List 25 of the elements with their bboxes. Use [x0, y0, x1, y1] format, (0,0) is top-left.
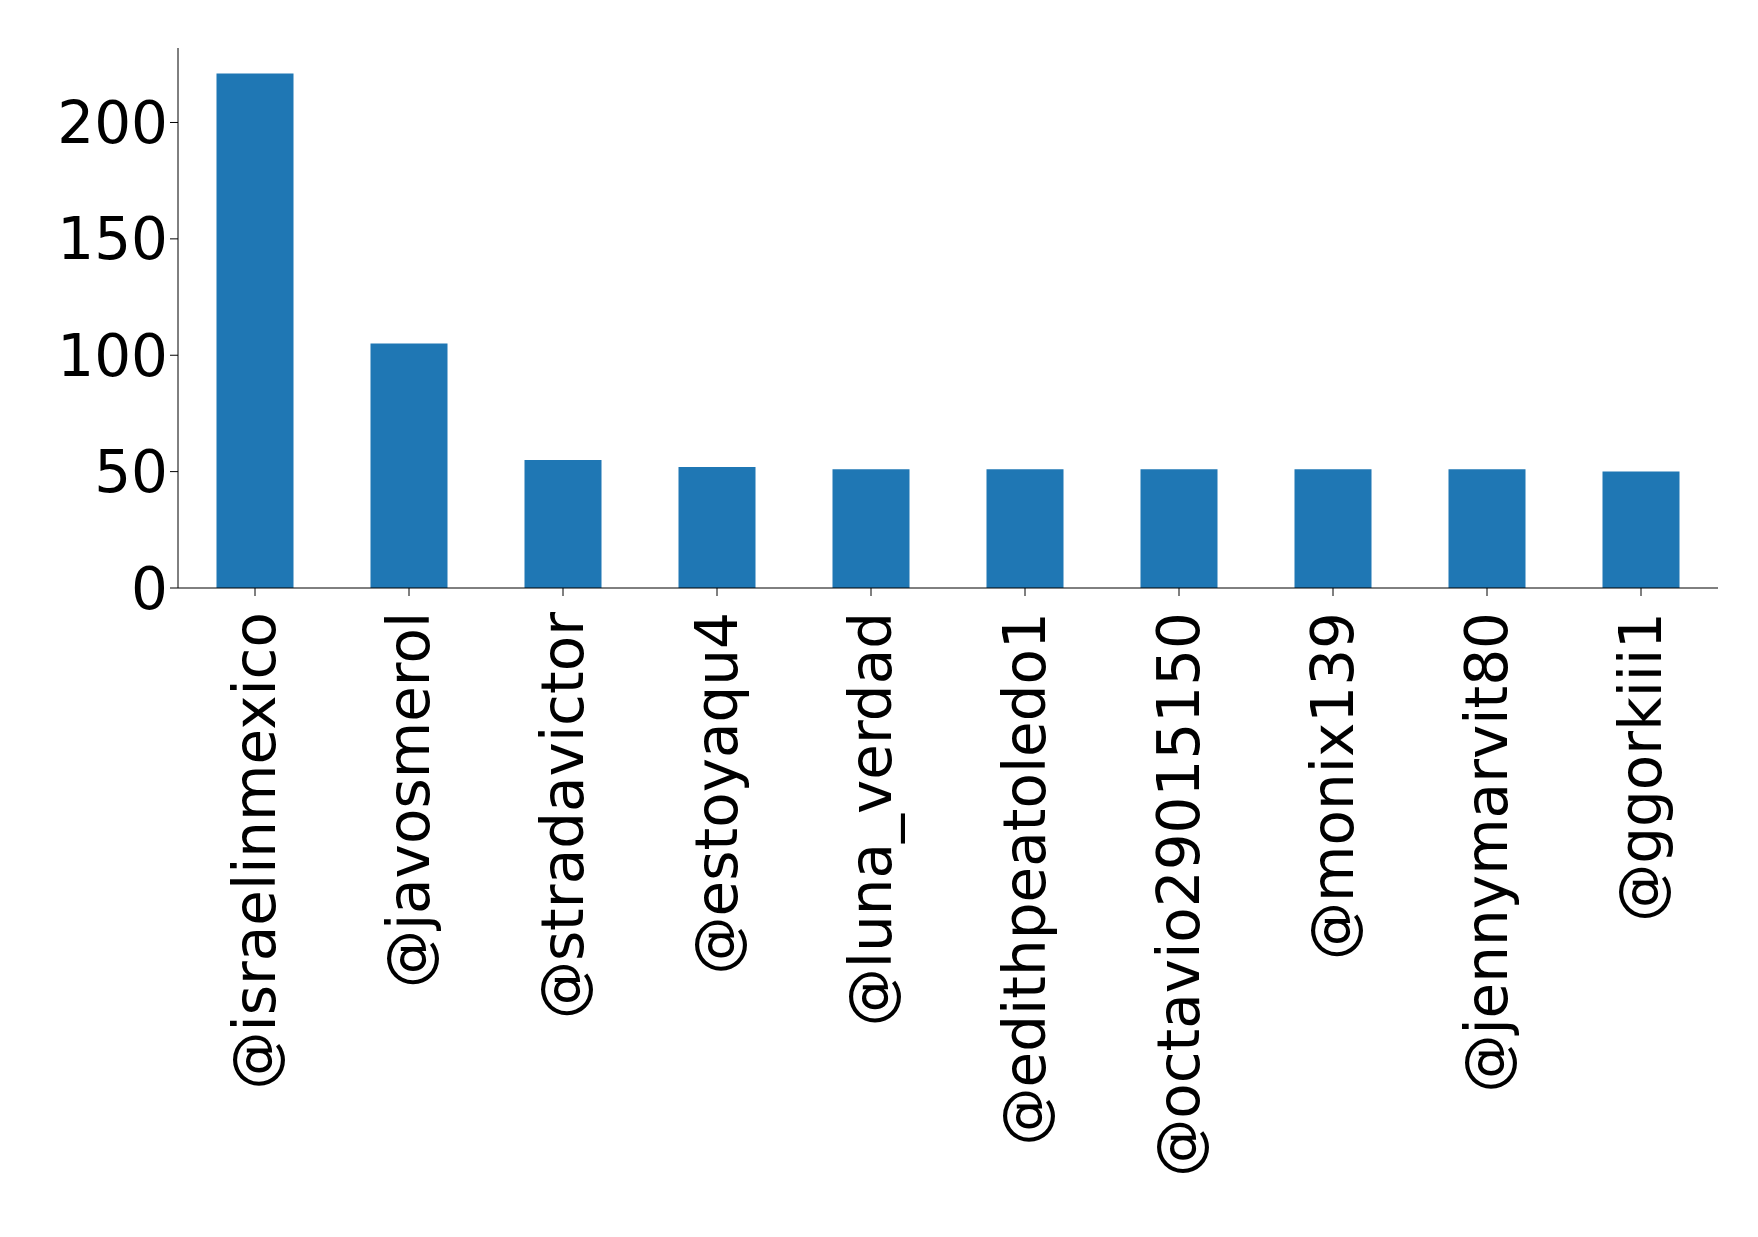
x-tick-label: @stradavictor	[529, 611, 597, 1020]
bar	[678, 466, 756, 588]
x-tick-label: @ggorkiii1	[1607, 612, 1675, 922]
bar	[524, 459, 602, 588]
bar	[1602, 471, 1680, 588]
x-tick-label: @estoyaqu4	[683, 612, 751, 975]
y-tick-label: 50	[94, 438, 168, 507]
y-tick-label: 100	[57, 321, 168, 390]
y-tick-label: 200	[57, 89, 168, 158]
bar	[986, 469, 1064, 588]
bar	[832, 469, 910, 588]
x-tick-label: @jennymarvit80	[1453, 612, 1521, 1093]
y-tick-label: 0	[131, 554, 168, 623]
x-tick-label: @monix139	[1299, 612, 1367, 960]
bar	[216, 73, 294, 588]
bar	[370, 343, 448, 588]
x-tick-label: @luna_verdad	[837, 612, 905, 1027]
y-tick-label: 150	[57, 205, 168, 274]
x-tick-label: @edithpeatoledo1	[991, 612, 1059, 1146]
bar	[1140, 469, 1218, 588]
x-tick-label: @israelinmexico	[221, 612, 289, 1090]
x-tick-label: @javosmerol	[375, 612, 443, 989]
bar	[1294, 469, 1372, 588]
x-tick-label: @octavio29015150	[1145, 612, 1213, 1177]
bar	[1448, 469, 1526, 588]
